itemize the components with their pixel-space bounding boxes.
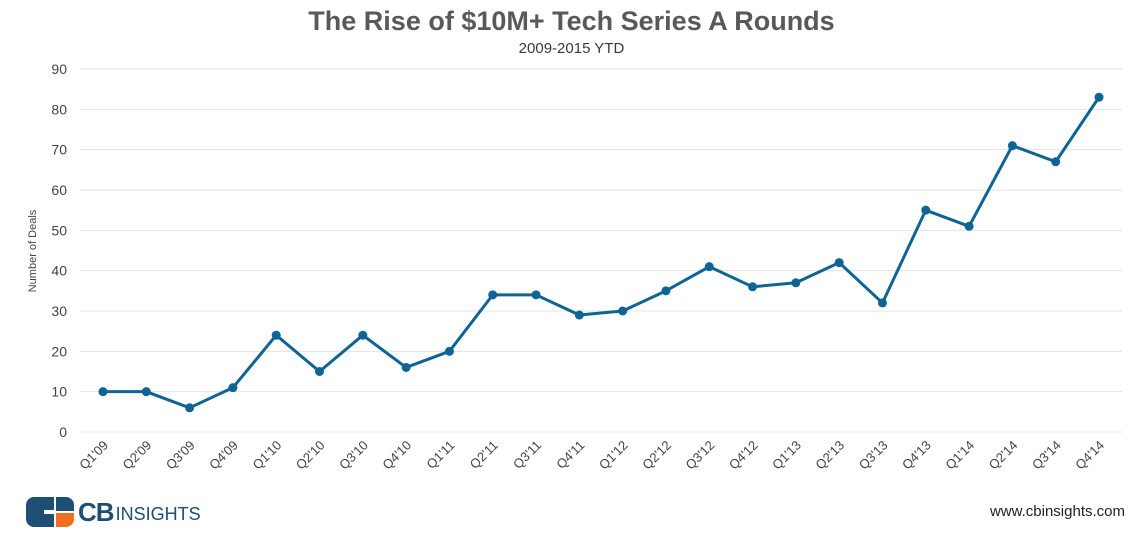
logo-text-insights: INSIGHTS (115, 504, 201, 524)
data-point (98, 387, 108, 397)
x-tick-label: Q3'10 (336, 438, 371, 473)
cb-insights-logo: CB INSIGHTS (26, 497, 201, 527)
x-tick-label: Q3'12 (683, 438, 718, 473)
data-point (791, 278, 801, 288)
x-tick-label: Q4'09 (206, 438, 241, 473)
data-point (748, 282, 758, 292)
y-tick-label: 60 (51, 182, 67, 198)
data-point (488, 290, 498, 300)
data-point (531, 290, 541, 300)
y-axis-label: Number of Deals (27, 209, 39, 292)
y-tick-label: 90 (51, 61, 67, 77)
data-point (141, 387, 151, 397)
x-tick-label: Q3'11 (510, 438, 544, 472)
x-tick-label: Q3'14 (1029, 438, 1064, 473)
x-tick-label: Q2'11 (467, 438, 501, 472)
y-axis-ticks: 0 10 20 30 40 50 60 70 80 90 (51, 61, 67, 440)
data-point (704, 262, 714, 272)
x-tick-label: Q2'14 (986, 438, 1021, 473)
data-point (618, 306, 628, 316)
logo-text-cb: CB (78, 496, 115, 527)
data-point (401, 362, 411, 372)
data-point (358, 330, 368, 340)
data-point (444, 346, 454, 356)
y-tick-label: 0 (59, 424, 67, 440)
gridlines (80, 68, 1122, 433)
x-tick-label: Q2'09 (120, 438, 155, 473)
x-tick-label: Q4'14 (1072, 438, 1107, 473)
x-tick-label: Q1'11 (423, 438, 457, 472)
x-tick-label: Q4'10 (379, 438, 414, 473)
data-point (964, 221, 974, 231)
data-point (315, 367, 325, 376)
x-tick-label: Q2'13 (812, 438, 847, 473)
x-axis-ticks: Q1'09 Q2'09 Q3'09 Q4'09 Q1'10 Q2'10 Q3'10 Q4'10… (76, 438, 1107, 473)
data-point (1051, 157, 1061, 167)
logo-icon (26, 497, 74, 527)
x-tick-label: Q1'09 (76, 438, 111, 473)
x-tick-label: Q1'12 (596, 438, 631, 473)
data-point (185, 403, 195, 413)
x-tick-label: Q4'13 (899, 438, 934, 473)
data-point (661, 286, 671, 296)
data-point (574, 310, 584, 320)
series-line (103, 96, 1101, 410)
data-point (921, 205, 931, 215)
data-point (877, 298, 887, 308)
x-tick-label: Q1'10 (249, 438, 284, 473)
x-tick-label: Q1'13 (769, 438, 804, 473)
data-point (271, 330, 281, 340)
x-tick-label: Q3'13 (856, 438, 891, 473)
y-tick-label: 20 (51, 343, 67, 359)
data-point (834, 258, 844, 268)
data-point (1094, 92, 1104, 102)
y-tick-label: 70 (51, 142, 67, 158)
y-tick-label: 10 (51, 384, 67, 400)
data-point (228, 383, 238, 393)
data-points (98, 92, 1104, 413)
data-point (1007, 141, 1017, 151)
x-tick-label: Q2'10 (293, 438, 328, 473)
y-tick-label: 80 (51, 101, 67, 117)
x-tick-label: Q4'11 (553, 438, 587, 472)
website-url[interactable]: www.cbinsights.com (989, 503, 1125, 520)
chart-title: The Rise of $10M+ Tech Series A Rounds (308, 6, 835, 36)
y-tick-label: 50 (51, 222, 67, 238)
x-tick-label: Q2'12 (639, 438, 674, 473)
chart-subtitle: 2009-2015 YTD (518, 40, 625, 57)
x-tick-label: Q4'12 (726, 438, 761, 473)
y-tick-label: 40 (51, 263, 67, 279)
x-tick-label: Q1'14 (942, 438, 977, 473)
y-tick-label: 30 (51, 303, 67, 319)
x-tick-label: Q3'09 (163, 438, 198, 473)
